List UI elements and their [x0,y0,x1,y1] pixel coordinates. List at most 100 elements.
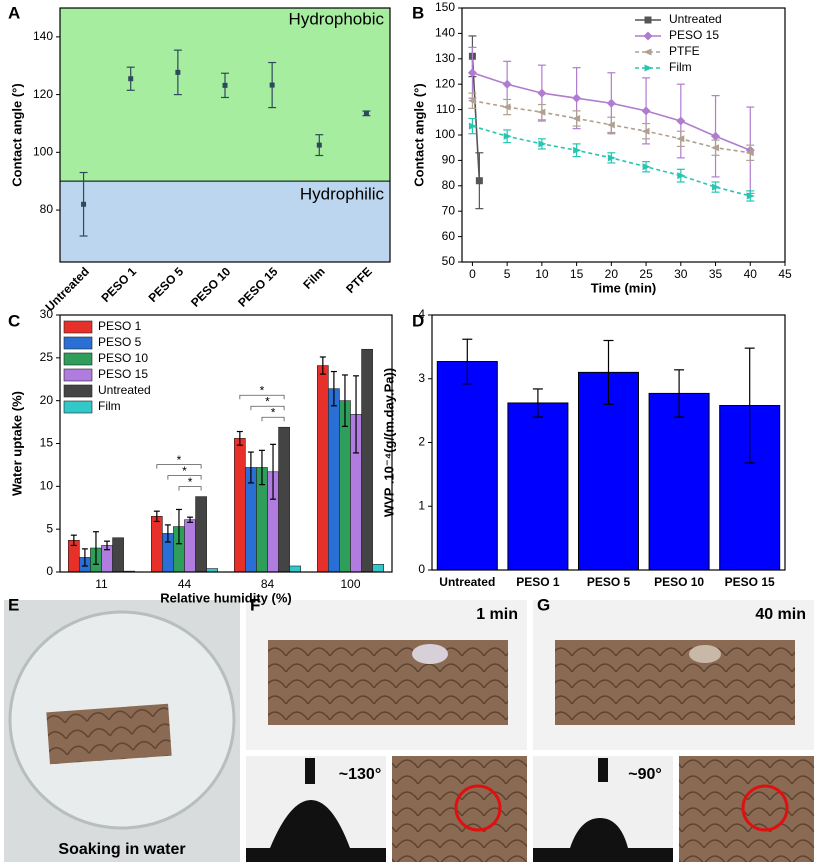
x-tick-label: PESO 15 [235,264,281,310]
significance-bracket [178,486,202,491]
y-tick-label: 90 [442,153,456,167]
legend-swatch [63,336,93,350]
x-tick-label: Film [300,264,327,291]
y-tick-label: 5 [46,521,53,535]
error-bar [532,388,543,418]
lower-region [60,181,390,262]
droplet-profile [246,800,386,862]
x-tick-label: 100 [340,577,360,591]
marker [503,132,512,140]
error-bar [674,369,685,418]
legend-label: PESO 5 [98,335,142,349]
y-tick-label: 100 [33,144,53,158]
significance-label: * [188,475,193,489]
x-tick-label: PESO 1 [99,264,140,305]
y-tick-label: 60 [442,229,456,243]
marker [467,68,477,78]
x-tick-label: 11 [95,577,108,591]
x-axis-label: Relative humidity (%) [160,590,291,605]
error-bar [330,370,337,407]
marker [537,108,546,116]
x-tick-label: PESO 15 [725,575,775,589]
x-tick-label: PESO 5 [146,264,187,305]
legend-label: Film [98,399,121,413]
bar [151,516,163,573]
panel-label: B [412,3,424,22]
panel-label: F [250,595,260,614]
x-tick-label: Untreated [439,575,495,589]
marker [502,79,512,89]
y-tick-label: 4 [418,307,425,321]
marker [572,114,581,122]
photo-time: 40 min [755,606,806,623]
marker [468,122,477,130]
error-bar [270,443,277,500]
x-axis-label: Time (min) [591,280,657,295]
x-tick-label: PESO 1 [516,575,560,589]
marker [746,192,755,200]
legend-marker [643,48,652,56]
sample [555,640,795,725]
significance-label: * [182,464,187,478]
error-bar [258,449,265,486]
region-label: Hydrophilic [300,185,385,204]
significance-label: * [177,453,182,467]
droplet [689,645,721,663]
significance-bracket [239,394,285,400]
x-tick-label: 5 [504,267,511,281]
significance-label: * [265,394,270,408]
x-tick-label: PESO 5 [587,575,631,589]
plot-frame [431,314,786,571]
error-bar [744,347,755,464]
y-axis-label: Contact angle (°) [9,83,24,186]
x-tick-label: 84 [261,577,275,591]
marker [607,154,616,162]
point [269,82,275,88]
marker [676,135,685,143]
x-tick-label: PESO 10 [654,575,704,589]
x-tick-label: 10 [535,267,549,281]
y-tick-label: 15 [40,436,54,450]
error-bar [187,516,194,523]
x-tick-label: 35 [709,267,723,281]
marker [537,88,547,98]
x-tick-label: PTFE [343,264,375,296]
marker [641,106,651,116]
legend-swatch [63,384,93,398]
x-tick-label: PESO 10 [188,264,234,310]
sample [268,640,508,725]
y-tick-label: 130 [435,51,455,65]
legend-swatch [63,400,93,414]
angle-label: ~90° [628,766,662,783]
error-bar [153,510,160,523]
significance-bracket [250,405,285,411]
y-tick-label: 30 [40,307,54,321]
photo-caption: Soaking in water [58,841,185,858]
y-tick-label: 120 [33,87,53,101]
y-tick-label: 1 [418,498,425,512]
bar [112,537,124,573]
photo-f-top-view [392,756,527,862]
legend-label: PESO 15 [669,28,719,42]
y-tick-label: 140 [33,29,53,43]
error-bar [104,540,111,551]
marker [677,172,686,180]
sample [46,703,172,765]
plot-frame [59,7,391,263]
legend-marker [644,64,653,72]
point [175,69,181,75]
needle [598,758,608,782]
significance-bracket [261,416,285,422]
bar [278,426,290,573]
bar [436,361,498,571]
y-tick-label: 120 [435,76,455,90]
y-tick-label: 50 [442,254,456,268]
y-tick-label: 0 [46,564,53,578]
error-bar [236,430,243,446]
bar [195,496,207,573]
y-tick-label: 25 [40,350,54,364]
significance-bracket [167,475,202,480]
bar [328,388,340,573]
error-bar [603,339,614,405]
